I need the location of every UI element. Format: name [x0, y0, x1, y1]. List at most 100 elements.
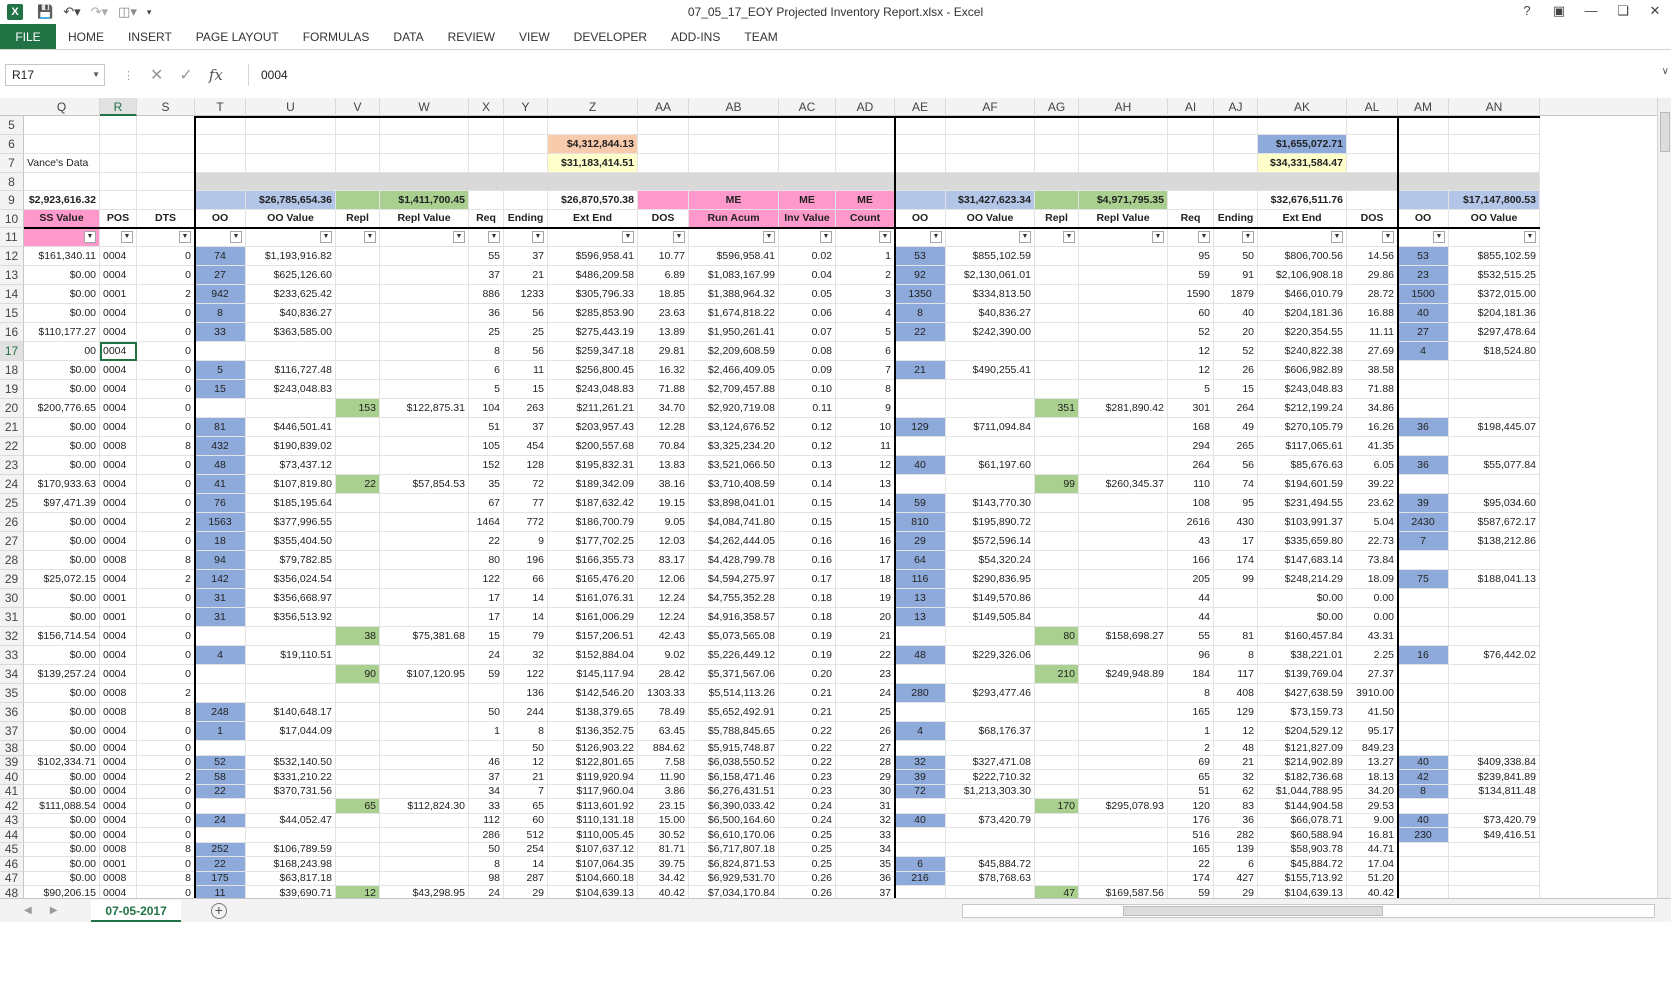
cell-r39[interactable]: 0004	[100, 755, 137, 770]
cell-ah21[interactable]	[1079, 418, 1168, 437]
cell-ak36[interactable]: $73,159.73	[1258, 703, 1347, 722]
cell-w19[interactable]	[380, 380, 469, 399]
cell-x46[interactable]: 8	[469, 857, 504, 872]
cell-ab14[interactable]: $1,388,964.32	[689, 285, 779, 304]
cell-aj27[interactable]: 17	[1214, 532, 1258, 551]
cell-ag24[interactable]: 99	[1035, 475, 1079, 494]
cell-ag10[interactable]: Repl	[1035, 210, 1079, 228]
cell-af45[interactable]	[946, 842, 1035, 857]
cell-q40[interactable]: $0.00	[24, 770, 100, 785]
cell-am43[interactable]: 40	[1398, 813, 1449, 828]
cell-ai16[interactable]: 52	[1168, 323, 1214, 342]
cell-ae45[interactable]	[895, 842, 946, 857]
cell-an21[interactable]: $198,445.07	[1449, 418, 1540, 437]
cell-ak32[interactable]: $160,457.84	[1258, 627, 1347, 646]
cell-aa38[interactable]: 884.62	[638, 741, 689, 756]
cell-v27[interactable]	[336, 532, 380, 551]
cell-aa27[interactable]: 12.03	[638, 532, 689, 551]
cell-aa26[interactable]: 9.05	[638, 513, 689, 532]
cell-ae41[interactable]: 72	[895, 784, 946, 799]
cell-v38[interactable]	[336, 741, 380, 756]
cell-ae23[interactable]: 40	[895, 456, 946, 475]
cell-ae26[interactable]: 810	[895, 513, 946, 532]
cell-al9[interactable]	[1347, 191, 1398, 210]
cell-ak41[interactable]: $1,044,788.95	[1258, 784, 1347, 799]
cell-q34[interactable]: $139,257.24	[24, 665, 100, 684]
cell-an44[interactable]: $49,416.51	[1449, 828, 1540, 843]
cell-v41[interactable]	[336, 784, 380, 799]
cell-ah36[interactable]	[1079, 703, 1168, 722]
cell-y9[interactable]	[504, 191, 548, 210]
cell-z9[interactable]: $26,870,570.38	[548, 191, 638, 210]
cell-w21[interactable]	[380, 418, 469, 437]
cell-aa35[interactable]: 1303.33	[638, 684, 689, 703]
cell-ai18[interactable]: 12	[1168, 361, 1214, 380]
cell-w20[interactable]: $122,875.31	[380, 399, 469, 418]
cell-aj40[interactable]: 32	[1214, 770, 1258, 785]
cell-ag45[interactable]	[1035, 842, 1079, 857]
column-header-ai[interactable]: AI	[1168, 98, 1214, 116]
cell-v43[interactable]	[336, 813, 380, 828]
row-header-11[interactable]: 11	[0, 228, 24, 247]
cell-w42[interactable]: $112,824.30	[380, 799, 469, 814]
cell-ac33[interactable]: 0.19	[779, 646, 836, 665]
cell-ak45[interactable]: $58,903.78	[1258, 842, 1347, 857]
cell-z5[interactable]	[548, 116, 638, 135]
cell-aa6[interactable]	[638, 135, 689, 154]
cell-am34[interactable]	[1398, 665, 1449, 684]
cell-ac28[interactable]: 0.16	[779, 551, 836, 570]
cell-u39[interactable]: $532,140.50	[246, 755, 336, 770]
cell-af36[interactable]	[946, 703, 1035, 722]
row-header-43[interactable]: 43	[0, 813, 24, 828]
cell-z19[interactable]: $243,048.83	[548, 380, 638, 399]
cell-am45[interactable]	[1398, 842, 1449, 857]
column-header-ae[interactable]: AE	[895, 98, 946, 116]
cell-x13[interactable]: 37	[469, 266, 504, 285]
cell-r34[interactable]: 0004	[100, 665, 137, 684]
cell-y31[interactable]: 14	[504, 608, 548, 627]
cell-af21[interactable]: $711,094.84	[946, 418, 1035, 437]
cell-ai6[interactable]	[1168, 135, 1214, 154]
cell-af39[interactable]: $327,471.08	[946, 755, 1035, 770]
cell-t24[interactable]: 41	[195, 475, 246, 494]
cell-q22[interactable]: $0.00	[24, 437, 100, 456]
cell-s13[interactable]: 0	[137, 266, 195, 285]
cell-af24[interactable]	[946, 475, 1035, 494]
cell-ac6[interactable]	[779, 135, 836, 154]
cell-ac47[interactable]: 0.26	[779, 871, 836, 886]
cell-q17[interactable]: 00	[24, 342, 100, 361]
cell-t5[interactable]	[195, 116, 246, 135]
cell-al26[interactable]: 5.04	[1347, 513, 1398, 532]
ribbon-tab-home[interactable]: HOME	[68, 30, 104, 44]
cell-an15[interactable]: $204,181.36	[1449, 304, 1540, 323]
cell-q36[interactable]: $0.00	[24, 703, 100, 722]
cell-u25[interactable]: $185,195.64	[246, 494, 336, 513]
cell-ae19[interactable]	[895, 380, 946, 399]
cell-u9[interactable]: $26,785,654.36	[246, 191, 336, 210]
cell-u31[interactable]: $356,513.92	[246, 608, 336, 627]
cell-q37[interactable]: $0.00	[24, 722, 100, 741]
cell-q45[interactable]: $0.00	[24, 842, 100, 857]
cell-al22[interactable]: 41.35	[1347, 437, 1398, 456]
cell-al7[interactable]	[1347, 154, 1398, 173]
cell-ah6[interactable]	[1079, 135, 1168, 154]
cell-y26[interactable]: 772	[504, 513, 548, 532]
cell-w5[interactable]	[380, 116, 469, 135]
cell-ah47[interactable]	[1079, 871, 1168, 886]
cell-x26[interactable]: 1464	[469, 513, 504, 532]
cell-aj38[interactable]: 48	[1214, 741, 1258, 756]
cell-ag38[interactable]	[1035, 741, 1079, 756]
filter-dropdown-icon[interactable]: ▼	[622, 231, 634, 243]
cell-ai29[interactable]: 205	[1168, 570, 1214, 589]
cell-u32[interactable]	[246, 627, 336, 646]
cell-ae20[interactable]	[895, 399, 946, 418]
cell-u44[interactable]	[246, 828, 336, 843]
cell-ag6[interactable]	[1035, 135, 1079, 154]
cell-am46[interactable]	[1398, 857, 1449, 872]
cell-ac14[interactable]: 0.05	[779, 285, 836, 304]
cell-an19[interactable]	[1449, 380, 1540, 399]
cell-an5[interactable]	[1449, 116, 1540, 135]
cell-ah41[interactable]	[1079, 784, 1168, 799]
cell-af40[interactable]: $222,710.32	[946, 770, 1035, 785]
cell-ae12[interactable]: 53	[895, 247, 946, 266]
